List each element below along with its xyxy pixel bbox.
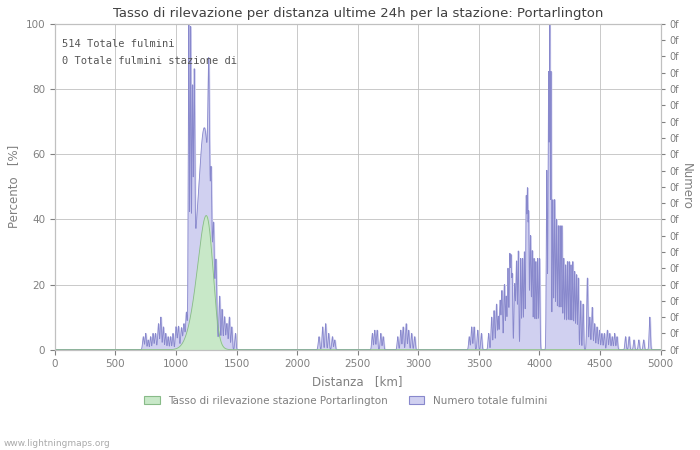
Y-axis label: Numero: Numero xyxy=(680,163,693,210)
Text: 514 Totale fulmini: 514 Totale fulmini xyxy=(62,39,174,49)
Text: 0 Totale fulmini stazione di: 0 Totale fulmini stazione di xyxy=(62,56,237,67)
Text: www.lightningmaps.org: www.lightningmaps.org xyxy=(4,439,111,448)
Y-axis label: Percento   [%]: Percento [%] xyxy=(7,145,20,229)
Legend: Tasso di rilevazione stazione Portarlington, Numero totale fulmini: Tasso di rilevazione stazione Portarling… xyxy=(140,392,551,410)
X-axis label: Distanza   [km]: Distanza [km] xyxy=(312,375,403,388)
Title: Tasso di rilevazione per distanza ultime 24h per la stazione: Portarlington: Tasso di rilevazione per distanza ultime… xyxy=(113,7,603,20)
